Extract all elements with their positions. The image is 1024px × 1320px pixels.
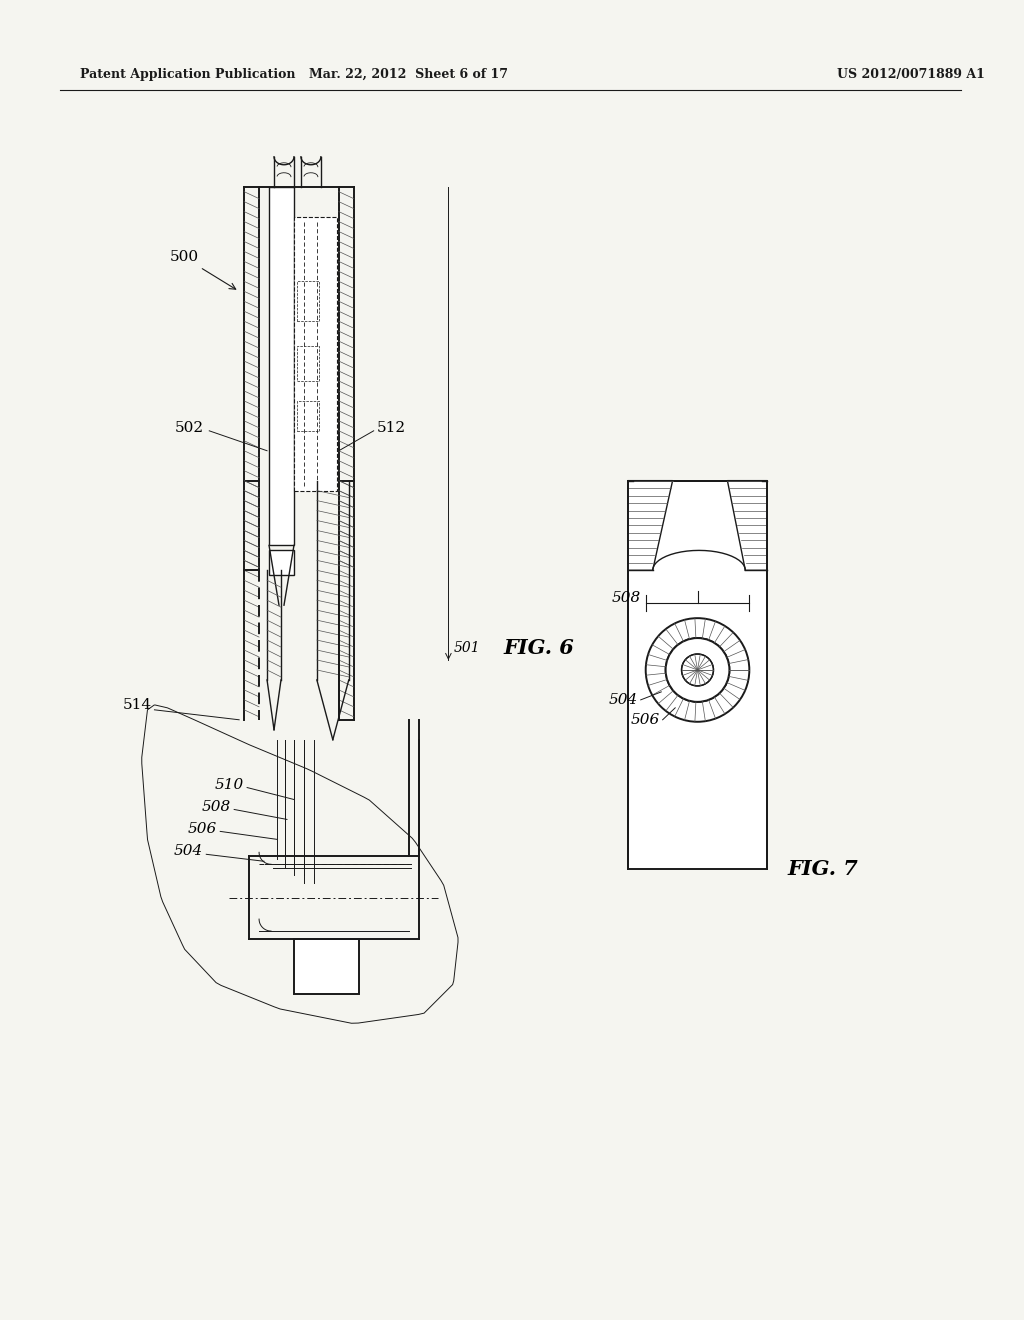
Text: US 2012/0071889 A1: US 2012/0071889 A1 [837, 67, 985, 81]
Text: 514: 514 [122, 698, 152, 711]
Polygon shape [727, 480, 767, 570]
Text: 506: 506 [631, 713, 659, 727]
Bar [269, 186, 294, 545]
Text: 501: 501 [454, 642, 480, 655]
Text: 508: 508 [202, 800, 231, 814]
Text: 512: 512 [377, 421, 406, 434]
Bar [269, 550, 294, 576]
Wedge shape [646, 618, 750, 722]
Bar [297, 281, 318, 321]
Bar [259, 182, 339, 186]
Text: 500: 500 [169, 251, 236, 289]
Bar [628, 480, 767, 870]
Polygon shape [628, 480, 673, 570]
Text: 504: 504 [174, 845, 204, 858]
Bar [297, 346, 318, 381]
Text: 510: 510 [215, 777, 244, 792]
Bar [294, 939, 358, 994]
Text: Patent Application Publication: Patent Application Publication [80, 67, 295, 81]
Wedge shape [682, 653, 714, 686]
Text: 502: 502 [175, 421, 204, 434]
Text: Mar. 22, 2012  Sheet 6 of 17: Mar. 22, 2012 Sheet 6 of 17 [309, 67, 508, 81]
Circle shape [666, 638, 729, 702]
Text: FIG. 6: FIG. 6 [503, 638, 574, 659]
Text: 506: 506 [188, 822, 217, 837]
Text: FIG. 7: FIG. 7 [787, 859, 858, 879]
Text: 504: 504 [608, 693, 638, 706]
Text: 508: 508 [611, 591, 641, 606]
Bar [297, 401, 318, 430]
FancyBboxPatch shape [294, 216, 337, 491]
